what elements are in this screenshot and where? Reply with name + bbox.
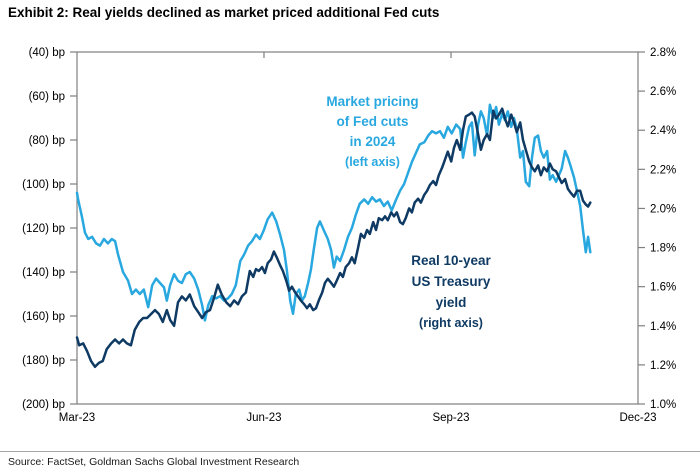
fed-cuts-annotation-line3: in 2024: [349, 134, 396, 149]
left-axis-tick-label: (160) bp: [22, 311, 65, 323]
right-axis-tick-label: 2.2%: [650, 164, 676, 176]
right-axis-tick-label: 1.2%: [650, 360, 676, 372]
left-axis-tick-label: (100) bp: [22, 179, 65, 191]
fed-cuts-annotation-line2: of Fed cuts: [336, 114, 409, 129]
right-axis-tick-label: 2.8%: [650, 47, 676, 59]
treasury-annotation-line2: US Treasury: [411, 274, 491, 289]
left-axis-tick-label: (80) bp: [29, 135, 65, 147]
source-text: Source: FactSet, Goldman Sachs Global In…: [8, 456, 300, 468]
right-axis-tick-label: 2.6%: [650, 86, 676, 98]
right-axis-tick-label: 2.0%: [650, 203, 676, 215]
treasury-yield-line: [75, 107, 592, 369]
treasury-annotation-axis-note: (right axis): [419, 316, 483, 330]
left-axis-tick-label: (200) bp: [22, 399, 65, 411]
right-axis-tick-label: 2.4%: [650, 125, 676, 137]
footer-divider: [0, 451, 700, 452]
right-axis-tick-label: 1.4%: [650, 321, 676, 333]
fed-cuts-annotation-axis-note: (left axis): [345, 155, 400, 169]
left-axis-tick-label: (180) bp: [22, 355, 65, 367]
fed-cuts-annotation-line1: Market pricing: [326, 94, 419, 109]
treasury-yield-annotation: Real 10-year US Treasury yield (right ax…: [372, 250, 530, 334]
fed-cuts-line: [75, 103, 592, 322]
right-axis-tick-label: 1.8%: [650, 243, 676, 255]
exhibit-title: Exhibit 2: Real yields declined as marke…: [8, 5, 440, 20]
x-axis-tick-label: Dec-23: [619, 412, 656, 424]
treasury-annotation-line1: Real 10-year: [411, 253, 491, 268]
treasury-annotation-line3: yield: [435, 295, 467, 310]
left-axis-tick-label: (140) bp: [22, 267, 65, 279]
left-axis-tick-label: (120) bp: [22, 223, 65, 235]
x-axis-tick-label: Jun-23: [246, 412, 281, 424]
right-axis-tick-label: 1.0%: [650, 399, 676, 411]
right-axis-tick-label: 1.6%: [650, 282, 676, 294]
fed-cuts-annotation: Market pricing of Fed cuts in 2024 (left…: [285, 92, 460, 172]
left-axis-tick-label: (40) bp: [29, 47, 65, 59]
x-axis-tick-label: Mar-23: [59, 412, 95, 424]
x-axis-tick-label: Sep-23: [432, 412, 469, 424]
left-axis-tick-label: (60) bp: [29, 91, 65, 103]
